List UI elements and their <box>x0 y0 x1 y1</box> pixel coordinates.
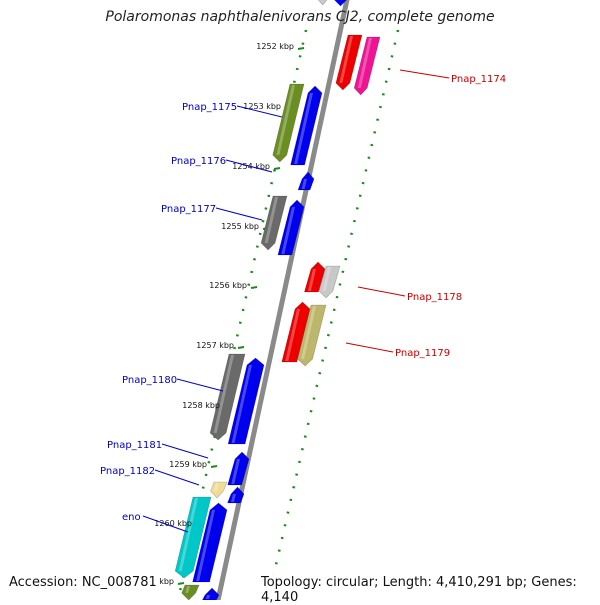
gene-arrow <box>202 587 220 600</box>
gene-arrow <box>304 261 326 293</box>
scale-tick <box>273 167 281 170</box>
leader-line-left <box>154 469 200 486</box>
gene-label-right: Pnap_1178 <box>407 292 462 303</box>
scale-tick <box>250 286 258 289</box>
leader-line-right <box>345 342 394 353</box>
gene-arrow-highlight <box>307 269 316 291</box>
gene-arrow <box>335 34 363 91</box>
gene-arrow-highlight <box>231 494 236 502</box>
leader-line-left <box>236 105 283 118</box>
leader-line-left <box>225 159 273 173</box>
gene-label-left: Pnap_1182 <box>100 466 155 477</box>
gene-label-right: Pnap_1179 <box>395 348 450 359</box>
map-title: Polaromonas naphthalenivorans CJ2, compl… <box>105 9 495 25</box>
gene-arrow <box>227 486 245 504</box>
genes <box>174 0 381 600</box>
gene-arrow-highlight <box>301 306 316 359</box>
gene-arrow <box>353 36 381 96</box>
gene-arrow <box>210 481 228 499</box>
gene-arrow <box>192 502 228 583</box>
gene-arrow-highlight <box>301 179 307 189</box>
gene-arrow-highlight <box>276 85 295 155</box>
gene-arrow-highlight <box>281 207 295 254</box>
leader-line-left <box>176 378 224 392</box>
gene-label-left: Pnap_1181 <box>107 440 162 451</box>
gene-arrow-highlight <box>322 267 331 291</box>
gene-arrow-highlight <box>205 595 210 599</box>
scale-label: 1257 kbp <box>196 341 234 350</box>
gene-label-left: Pnap_1175 <box>182 102 237 113</box>
gene-label-left: eno <box>122 512 141 523</box>
scale-label: 1260 kbp <box>154 519 192 528</box>
gene-arrow-highlight <box>196 510 215 581</box>
gene-arrow-highlight <box>285 309 300 361</box>
backbone-line <box>215 0 350 600</box>
gene-arrow <box>277 199 305 256</box>
scale-label: 1253 kbp <box>243 102 281 111</box>
scale-label: 1256 kbp <box>209 281 247 290</box>
topology-text: Topology: circular; Length: 4,410,291 bp… <box>261 575 600 605</box>
gene-arrow <box>260 195 288 251</box>
gene-arrow-highlight <box>185 586 190 593</box>
gene-arrow <box>281 301 311 363</box>
gene-label-left: Pnap_1180 <box>122 375 177 386</box>
scale-tick <box>210 465 218 468</box>
scale-label: 1252 kbp <box>256 42 294 51</box>
gene-arrow <box>209 353 246 441</box>
scale-label: 1258 kbp <box>182 401 220 410</box>
gene-arrow-highlight <box>214 483 219 491</box>
gene-arrow-highlight <box>213 355 234 433</box>
gene-arrow <box>290 85 323 166</box>
gene-label-left: Pnap_1176 <box>171 156 226 167</box>
scale-tick <box>297 47 305 50</box>
gene-arrow <box>227 357 265 445</box>
gene-arrow-highlight <box>231 459 240 484</box>
gene-arrow-highlight <box>178 498 198 571</box>
gene-label-right: Pnap_1174 <box>451 74 506 85</box>
gene-arrow <box>334 0 347 7</box>
gene-arrow <box>318 0 328 6</box>
gene-arrow <box>297 171 315 191</box>
gene-arrow <box>181 584 200 600</box>
gene-arrow-highlight <box>264 197 278 243</box>
scale-label: 1259 kbp <box>169 460 207 469</box>
gene-label-left: Pnap_1177 <box>161 204 216 215</box>
leader-line-right <box>357 286 406 297</box>
leader-line-left <box>142 515 189 533</box>
gene-arrow <box>227 451 250 486</box>
leader-line-left <box>215 207 263 221</box>
gene-arrow <box>297 304 327 367</box>
scale-tick <box>237 346 245 349</box>
gene-arrow <box>318 265 341 299</box>
scale-label: 51 kbp <box>146 577 174 586</box>
leader-line-right <box>399 69 450 79</box>
gene-arrow <box>272 83 305 163</box>
gene-arrow-highlight <box>231 365 252 443</box>
scale-label: 1255 kbp <box>221 222 259 231</box>
leader-line-left <box>161 443 209 459</box>
gene-arrow <box>174 496 212 579</box>
scale-tick <box>177 582 185 585</box>
gene-arrow-highlight <box>294 93 313 164</box>
gene-arrow-highlight <box>339 36 353 83</box>
gene-arrow-highlight <box>357 38 372 88</box>
accession-text: Accession: NC_008781 <box>9 575 159 590</box>
